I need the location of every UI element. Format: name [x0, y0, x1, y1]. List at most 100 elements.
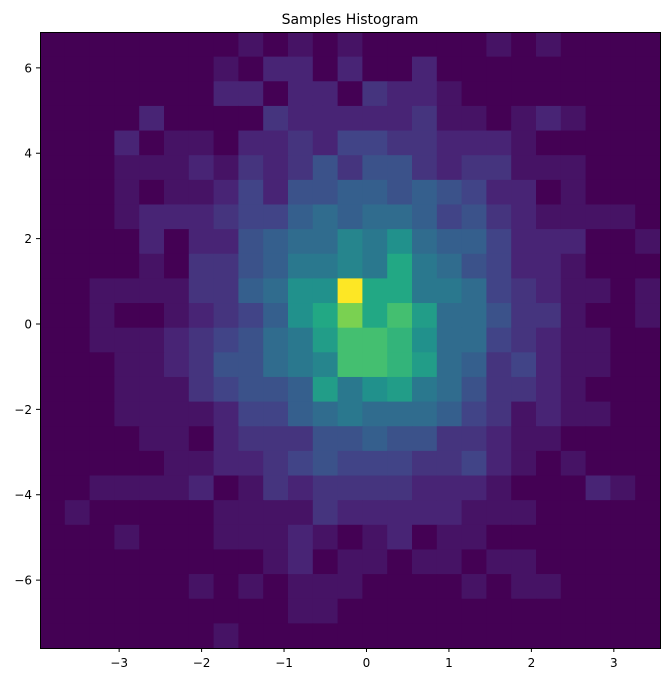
- heatmap-cell: [362, 376, 388, 403]
- heatmap-cell: [64, 327, 91, 353]
- heatmap-cell: [585, 179, 611, 206]
- heatmap-cell: [486, 253, 512, 279]
- heatmap-cell: [635, 549, 661, 575]
- heatmap-cell: [288, 105, 314, 132]
- heatmap-cell: [263, 376, 289, 403]
- heatmap-cell: [64, 450, 91, 477]
- heatmap-cell: [511, 500, 537, 526]
- heatmap-cell: [263, 253, 289, 279]
- heatmap-cell: [40, 450, 66, 477]
- heatmap-cell: [213, 524, 239, 551]
- heatmap-cell: [610, 229, 636, 255]
- heatmap-cell: [139, 574, 165, 600]
- heatmap-cell: [635, 105, 661, 132]
- heatmap-cell: [40, 426, 66, 452]
- heatmap-cell: [139, 155, 165, 181]
- heatmap-cell: [387, 352, 413, 378]
- heatmap-cell: [89, 303, 115, 329]
- heatmap-cell: [635, 303, 661, 329]
- heatmap-cell: [486, 105, 512, 132]
- heatmap-cell: [536, 56, 562, 82]
- heatmap-cell: [387, 475, 413, 501]
- heatmap-cell: [585, 155, 611, 181]
- heatmap-cell: [188, 105, 215, 132]
- heatmap-cell: [213, 376, 239, 403]
- heatmap-cell: [213, 278, 239, 304]
- heatmap-cell: [337, 352, 363, 378]
- heatmap-cell: [164, 155, 190, 181]
- heatmap-cell: [64, 426, 91, 452]
- heatmap-cell: [312, 229, 339, 255]
- heatmap-cell: [312, 524, 339, 551]
- heatmap-cell: [635, 598, 661, 624]
- heatmap-cell: [635, 204, 661, 230]
- heatmap-cell: [486, 450, 512, 477]
- heatmap-cell: [461, 376, 487, 403]
- heatmap-cell: [139, 105, 165, 132]
- heatmap-cell: [635, 81, 661, 107]
- heatmap-cell: [40, 549, 66, 575]
- heatmap-cell: [64, 623, 91, 649]
- heatmap-cell: [312, 32, 339, 58]
- heatmap-cell: [635, 450, 661, 477]
- heatmap-cell: [387, 253, 413, 279]
- heatmap-cell: [362, 327, 388, 353]
- heatmap-cell: [486, 204, 512, 230]
- heatmap-cell: [635, 278, 661, 304]
- heatmap-cell: [461, 327, 487, 353]
- heatmap-cell: [511, 327, 537, 353]
- heatmap-cell: [288, 376, 314, 403]
- heatmap-cell: [288, 426, 314, 452]
- heatmap-cell: [536, 253, 562, 279]
- heatmap-cell: [387, 426, 413, 452]
- heatmap-cell: [213, 352, 239, 378]
- heatmap-cell: [362, 426, 388, 452]
- heatmap-cell: [263, 475, 289, 501]
- heatmap-cell: [461, 574, 487, 600]
- heatmap-cell: [164, 500, 190, 526]
- heatmap-cell: [288, 500, 314, 526]
- heatmap-cell: [486, 303, 512, 329]
- heatmap-cell: [511, 155, 537, 181]
- heatmap-cell: [461, 56, 487, 82]
- heatmap-cell: [387, 574, 413, 600]
- heatmap-cell: [139, 623, 165, 649]
- heatmap-cell: [560, 229, 587, 255]
- heatmap-cell: [635, 179, 661, 206]
- heatmap-cell: [461, 278, 487, 304]
- heatmap-cell: [263, 303, 289, 329]
- heatmap-cell: [610, 401, 636, 427]
- heatmap-cell: [486, 352, 512, 378]
- heatmap-cell: [288, 303, 314, 329]
- heatmap-cell: [610, 155, 636, 181]
- heatmap-cell: [635, 56, 661, 82]
- heatmap-cell: [610, 32, 636, 58]
- heatmap-cell: [337, 253, 363, 279]
- heatmap-cell: [436, 623, 463, 649]
- heatmap-cell: [238, 426, 264, 452]
- heatmap-cell: [362, 56, 388, 82]
- heatmap-cell: [511, 426, 537, 452]
- heatmap-cell: [164, 204, 190, 230]
- heatmap-cell: [139, 278, 165, 304]
- heatmap-cell: [387, 179, 413, 206]
- heatmap-cell: [585, 598, 611, 624]
- heatmap-cell: [238, 401, 264, 427]
- heatmap-cell: [610, 450, 636, 477]
- heatmap-cell: [139, 450, 165, 477]
- heatmap-cell: [585, 401, 611, 427]
- heatmap-cell: [263, 450, 289, 477]
- heatmap-cell: [40, 155, 66, 181]
- heatmap-cell: [312, 327, 339, 353]
- heatmap-cell: [585, 130, 611, 156]
- heatmap-cell: [238, 475, 264, 501]
- heatmap-cells: [40, 32, 661, 649]
- heatmap-cell: [511, 574, 537, 600]
- heatmap-cell: [139, 32, 165, 58]
- heatmap-cell: [312, 475, 339, 501]
- heatmap-cell: [461, 524, 487, 551]
- heatmap-cell: [362, 524, 388, 551]
- heatmap-cell: [362, 32, 388, 58]
- heatmap-cell: [461, 32, 487, 58]
- heatmap-cell: [511, 376, 537, 403]
